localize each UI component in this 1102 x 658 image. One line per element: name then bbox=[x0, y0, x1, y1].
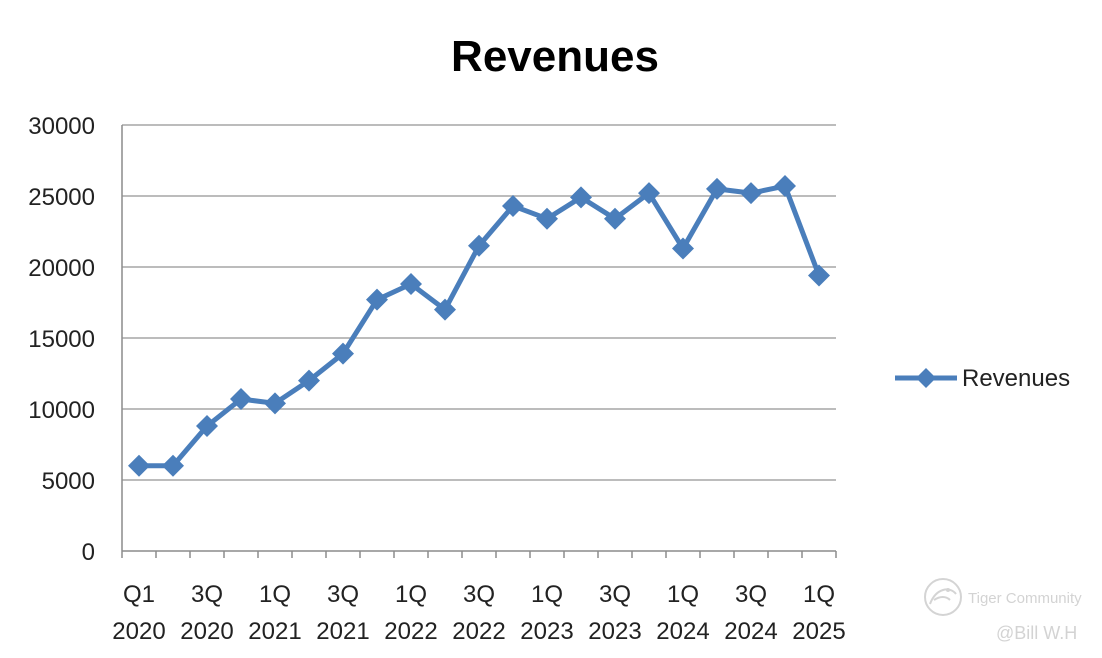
watermark-brand: Tiger Community bbox=[968, 590, 1082, 607]
data-point-marker bbox=[672, 237, 694, 260]
x-tick-label-year: 2022 bbox=[384, 618, 437, 645]
legend-diamond-marker bbox=[916, 368, 936, 388]
x-tick-label-quarter: Q1 bbox=[123, 581, 155, 608]
x-tick-label-year: 2023 bbox=[520, 618, 573, 645]
y-tick-label: 20000 bbox=[28, 255, 95, 282]
y-tick-label: 0 bbox=[82, 539, 95, 566]
data-point-marker bbox=[570, 186, 592, 209]
x-tick-label-quarter: 1Q bbox=[667, 581, 699, 608]
data-point-marker bbox=[162, 454, 184, 477]
y-tick-label: 15000 bbox=[28, 326, 95, 353]
revenues-line bbox=[139, 183, 822, 469]
data-point-marker bbox=[434, 298, 456, 321]
x-tick-label-quarter: 1Q bbox=[531, 581, 563, 608]
x-tick-label-quarter: 3Q bbox=[599, 581, 631, 608]
data-point-marker bbox=[774, 175, 796, 198]
chart-title: Revenues bbox=[451, 32, 659, 81]
y-gridlines bbox=[122, 124, 836, 481]
x-tick-label-year: 2024 bbox=[656, 618, 709, 645]
x-tick-label-quarter: 3Q bbox=[327, 581, 359, 608]
data-point-marker bbox=[740, 182, 762, 205]
data-point-marker bbox=[468, 234, 490, 257]
data-point-marker bbox=[298, 369, 320, 392]
data-point-marker bbox=[808, 264, 830, 287]
x-tick-label-quarter: 1Q bbox=[803, 581, 835, 608]
x-tick-label-year: 2020 bbox=[112, 618, 165, 645]
legend-label: Revenues bbox=[962, 365, 1070, 392]
x-tick-label-year: 2022 bbox=[452, 618, 505, 645]
x-tick-label-quarter: 3Q bbox=[191, 581, 223, 608]
x-tick-label-year: 2021 bbox=[316, 618, 369, 645]
data-point-marker bbox=[706, 177, 728, 200]
data-point-marker bbox=[502, 194, 524, 217]
y-tick-label: 25000 bbox=[28, 184, 95, 211]
x-tick-label-quarter: 1Q bbox=[259, 581, 291, 608]
x-tick-label-quarter: 3Q bbox=[735, 581, 767, 608]
data-point-marker bbox=[264, 392, 286, 415]
revenues-series bbox=[128, 175, 830, 477]
y-tick-label: 10000 bbox=[28, 397, 95, 424]
x-tick-label-year: 2021 bbox=[248, 618, 301, 645]
y-tick-label: 5000 bbox=[42, 468, 95, 495]
data-point-marker bbox=[128, 454, 150, 477]
x-axis-tick-labels: Q1 2020 3Q 2020 1Q 2021 3Q 2021 1Q 2022 3Q 2022 1Q 20… bbox=[112, 581, 845, 645]
x-tick-label-year: 2024 bbox=[724, 618, 777, 645]
data-point-marker bbox=[638, 182, 660, 205]
watermark-handle: @Bill W.H bbox=[996, 623, 1077, 643]
tiger-logo-icon bbox=[924, 578, 962, 616]
watermark: Tiger Community @Bill W.H bbox=[924, 578, 1082, 643]
data-point-marker bbox=[536, 207, 558, 230]
x-tick-label-year: 2023 bbox=[588, 618, 641, 645]
data-point-marker bbox=[230, 388, 252, 411]
legend: Revenues bbox=[895, 365, 1070, 392]
data-point-marker bbox=[332, 342, 354, 365]
x-tick-label-year: 2020 bbox=[180, 618, 233, 645]
x-tick-label-quarter: 1Q bbox=[395, 581, 427, 608]
x-tick-label-year: 2025 bbox=[792, 618, 845, 645]
data-point-marker bbox=[604, 207, 626, 230]
data-point-marker bbox=[400, 273, 422, 296]
x-tick-label-quarter: 3Q bbox=[463, 581, 495, 608]
axes bbox=[121, 125, 837, 558]
data-point-marker bbox=[196, 415, 218, 438]
y-tick-label: 30000 bbox=[28, 113, 95, 140]
y-axis-tick-labels: 0 5000 10000 15000 20000 25000 30000 bbox=[28, 113, 95, 566]
data-point-marker bbox=[366, 288, 388, 311]
